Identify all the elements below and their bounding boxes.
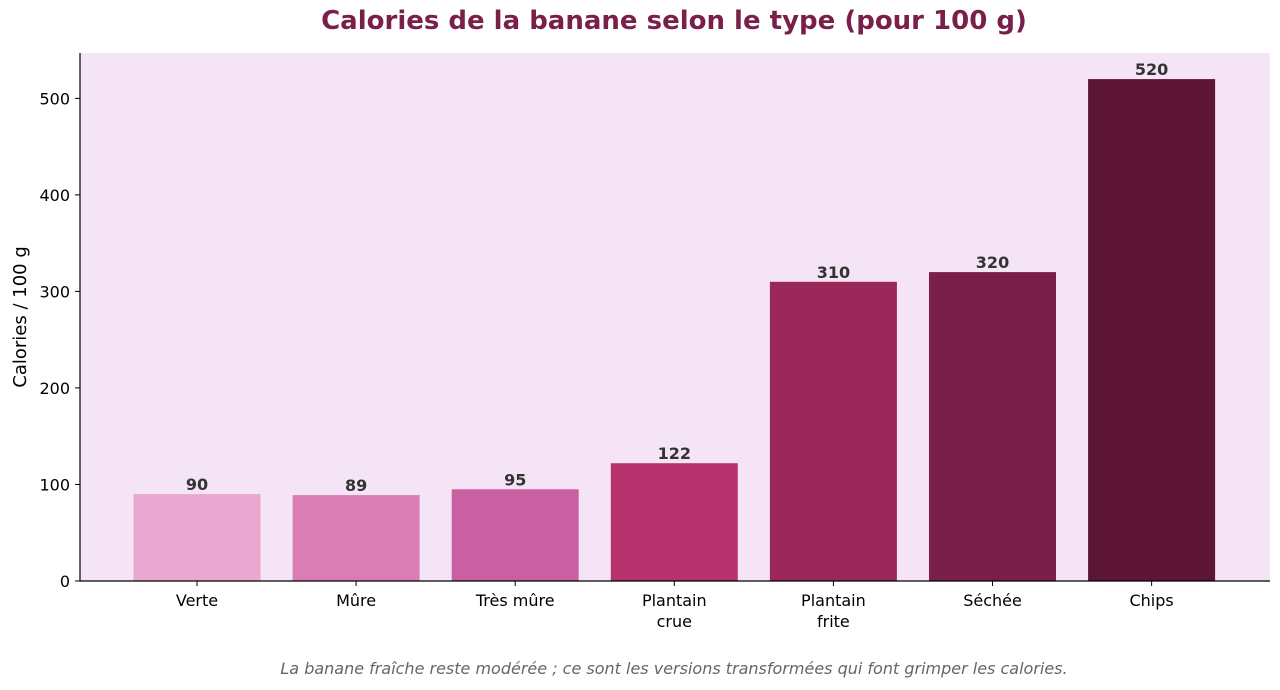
bar-value-label: 520: [1135, 60, 1168, 79]
y-tick-label: 300: [39, 282, 70, 301]
y-tick-label: 500: [39, 89, 70, 108]
bar-value-label: 89: [345, 476, 367, 495]
bar: [769, 281, 897, 581]
bar-value-label: 95: [504, 470, 526, 489]
bar-value-label: 320: [976, 253, 1009, 272]
bar: [1088, 79, 1216, 581]
chart-note: La banane fraîche reste modérée ; ce son…: [280, 659, 1068, 678]
x-tick-label: Séchée: [963, 591, 1022, 610]
x-axis: Verte Mûre Très mûre Plantain crue Plantain fr…: [80, 580, 1270, 631]
y-tick-label: 0: [60, 572, 70, 591]
bar: [610, 463, 738, 581]
y-tick-label: 400: [39, 186, 70, 205]
y-tick-label: 200: [39, 379, 70, 398]
value-labels-group: 90 89 95 122 310 320 520: [186, 60, 1168, 495]
x-tick-label: Verte: [176, 591, 218, 610]
x-tick-label: Mûre: [336, 591, 376, 610]
bar: [929, 272, 1056, 581]
y-axis: 0 100 200 300 400 500: [39, 53, 81, 591]
x-tick-label: Plantain frite: [801, 591, 866, 631]
bar: [451, 489, 579, 581]
bars-group: [133, 79, 1216, 581]
bar-value-label: 90: [186, 475, 208, 494]
bar-value-label: 122: [658, 444, 691, 463]
bar: [292, 495, 420, 581]
bar: [133, 494, 261, 581]
x-tick-label: Chips: [1129, 591, 1173, 610]
y-tick-label: 100: [39, 476, 70, 495]
chart-title: Calories de la banane selon le type (pou…: [321, 6, 1027, 36]
bar-value-label: 310: [817, 263, 850, 282]
x-tick-label: Plantain crue: [642, 591, 707, 631]
y-axis-title: Calories / 100 g: [10, 246, 31, 387]
x-tick-label: Très mûre: [475, 591, 555, 610]
